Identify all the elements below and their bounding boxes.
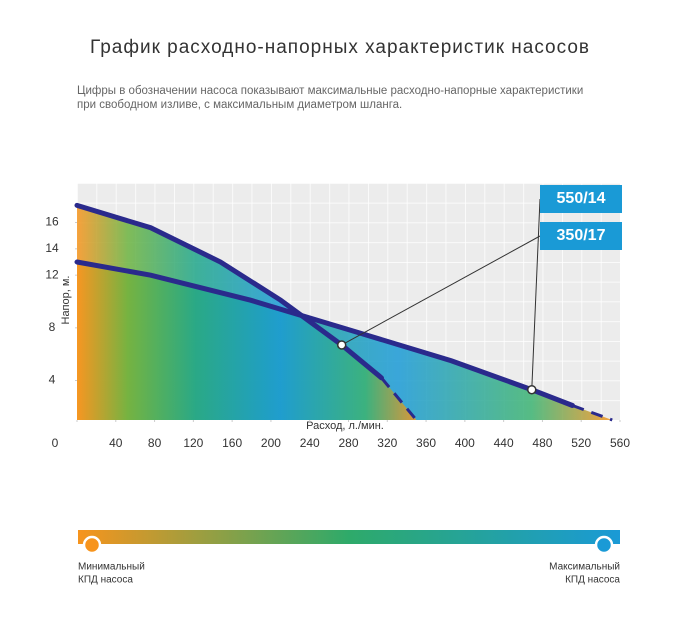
legend-min: КПД насоса (78, 575, 133, 586)
y-tick-label: 8 (49, 320, 56, 334)
chart-title: График расходно-напорных характеристик н… (90, 37, 590, 58)
x-tick-label: 120 (183, 436, 203, 450)
legend-max: КПД насоса (565, 575, 620, 586)
legend-min: Минимальный (78, 562, 145, 573)
x-tick-label: 240 (300, 436, 320, 450)
x-tick-label: 40 (109, 436, 123, 450)
x-tick-label: 560 (610, 436, 630, 450)
y-tick-label: 4 (49, 373, 56, 387)
legend-max: Максимальный (549, 562, 620, 573)
max-marker (594, 535, 614, 555)
y-tick-label: 14 (45, 241, 59, 255)
callout-box (540, 222, 622, 250)
x-tick-label: 200 (261, 436, 281, 450)
pump-curve-tail (380, 376, 418, 421)
callout-line (531, 198, 541, 390)
y-axis-label: Напор, м. (60, 276, 72, 325)
callout-line (341, 235, 541, 346)
x-tick-label: 400 (455, 436, 475, 450)
pump-curve-tail (571, 404, 613, 422)
efficiency-bar (78, 530, 620, 544)
legend-label: 550/14 (557, 190, 606, 207)
x-tick-label: 440 (494, 436, 514, 450)
x-tick-label: 520 (571, 436, 591, 450)
callout-point (527, 384, 537, 395)
x-axis-label: Расход, л./мин. (306, 420, 384, 432)
pump-curve (74, 202, 384, 381)
efficiency-area (77, 205, 417, 420)
x-tick-label: 160 (222, 436, 242, 450)
callout-box (540, 185, 622, 213)
legend-label: 350/17 (557, 227, 606, 244)
subtitle: Цифры в обозначении насоса показывают ма… (77, 85, 583, 97)
x-tick-label: 80 (148, 436, 162, 450)
x-tick-label: 0 (52, 436, 59, 450)
y-tick-label: 12 (45, 267, 59, 281)
y-tick-label: 16 (45, 215, 59, 229)
subtitle: при свободном изливе, с максимальным диа… (77, 99, 402, 111)
min-marker (82, 535, 102, 555)
x-tick-label: 320 (377, 436, 397, 450)
callout-point (336, 340, 347, 350)
x-tick-label: 280 (338, 436, 358, 450)
x-tick-label: 360 (416, 436, 436, 450)
x-tick-label: 480 (532, 436, 552, 450)
